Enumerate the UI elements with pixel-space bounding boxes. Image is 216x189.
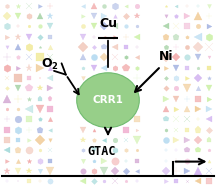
Text: O: O bbox=[41, 57, 52, 70]
Text: Cu: Cu bbox=[99, 17, 117, 30]
Circle shape bbox=[77, 73, 139, 128]
Text: CRR1: CRR1 bbox=[93, 95, 123, 105]
Text: Ni: Ni bbox=[159, 50, 174, 63]
Text: GTAC: GTAC bbox=[87, 145, 116, 158]
Text: 2: 2 bbox=[52, 62, 58, 71]
